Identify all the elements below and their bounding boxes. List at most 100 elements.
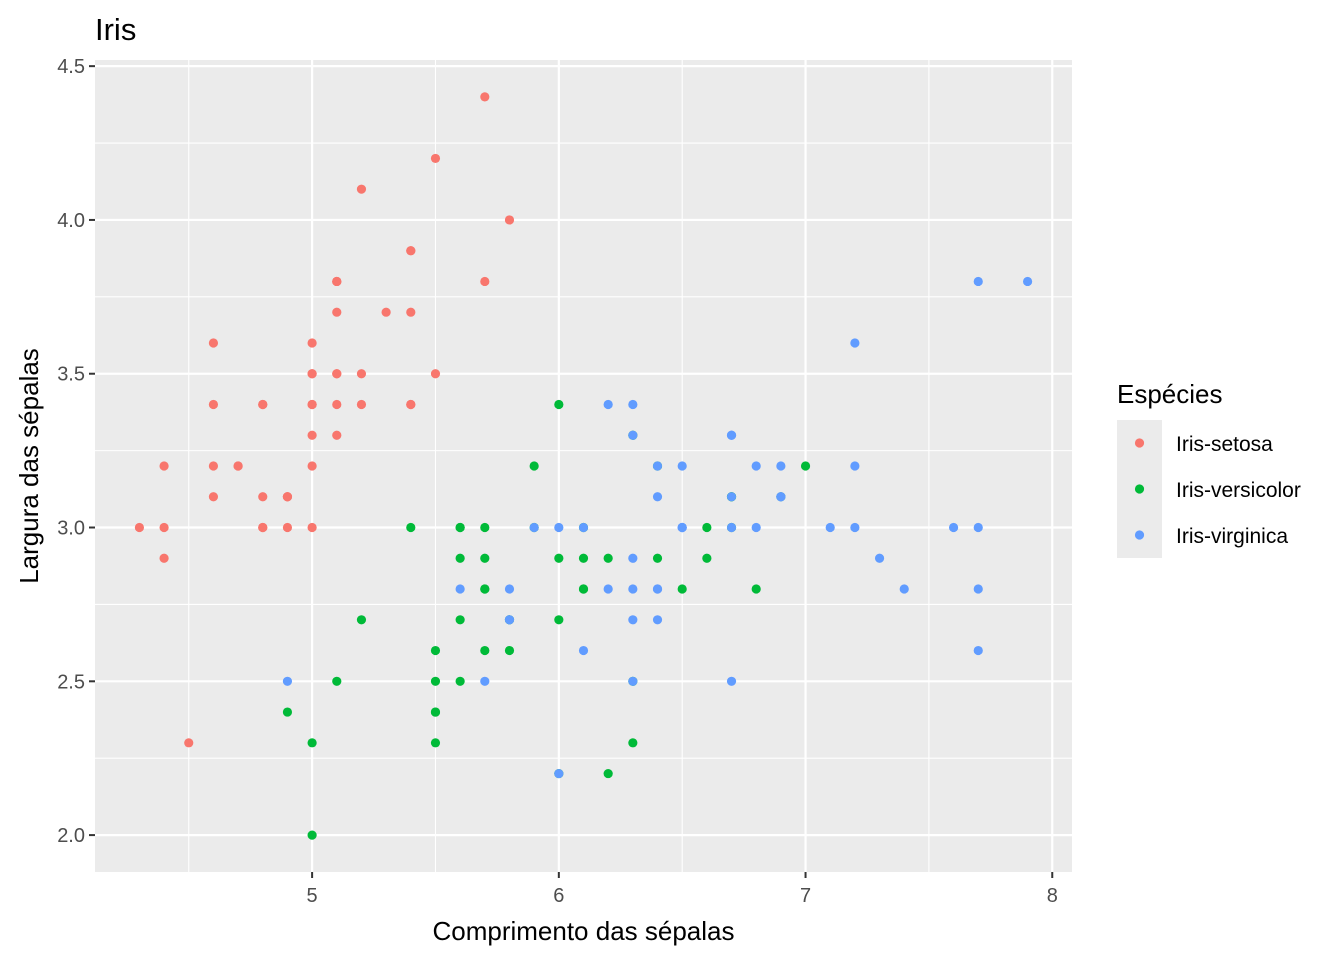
data-point (480, 276, 490, 287)
data-point (307, 830, 317, 840)
legend-key (1134, 484, 1145, 494)
y-axis-title: Largura das sépalas (14, 348, 44, 584)
data-point (332, 430, 342, 440)
data-point (233, 461, 243, 471)
y-tick-label: 4.0 (57, 210, 85, 232)
data-point (258, 492, 268, 502)
data-point (307, 369, 317, 379)
chart-title: Iris (95, 12, 136, 47)
x-tick-label: 7 (800, 885, 811, 907)
data-point (554, 768, 564, 779)
data-point (948, 522, 959, 533)
data-point (628, 738, 638, 748)
data-point (726, 676, 737, 686)
data-point (578, 522, 589, 533)
data-point (184, 738, 194, 748)
data-point (282, 492, 293, 502)
data-point (307, 430, 317, 440)
data-point (652, 615, 663, 625)
legend-key (1134, 438, 1145, 448)
data-point (529, 461, 539, 471)
data-point (406, 522, 416, 533)
data-point (800, 461, 811, 471)
legend-title: Espécies (1117, 379, 1223, 409)
data-point (899, 584, 909, 594)
data-point (504, 615, 515, 625)
y-tick-label: 3.5 (57, 364, 85, 386)
data-point (973, 276, 983, 287)
data-point (850, 461, 860, 471)
y-tick-label: 2.0 (57, 825, 85, 847)
data-point (159, 522, 169, 533)
data-point (702, 522, 712, 533)
data-point (480, 645, 490, 656)
data-point (307, 522, 317, 533)
data-point (307, 461, 317, 471)
data-point (874, 553, 885, 563)
data-point (628, 399, 638, 410)
data-point (628, 615, 638, 625)
data-points (134, 92, 1033, 840)
data-point (677, 584, 687, 594)
data-point (850, 338, 860, 348)
data-point (282, 707, 293, 717)
data-point (554, 553, 564, 563)
data-point (406, 246, 416, 256)
data-point (652, 553, 663, 563)
data-point (480, 676, 490, 686)
data-point (332, 369, 342, 379)
data-point (430, 676, 441, 686)
legend-label: Iris-virginica (1176, 525, 1288, 548)
data-point (702, 553, 712, 563)
x-tick-label: 5 (307, 885, 318, 907)
data-point (406, 399, 416, 410)
data-point (603, 768, 613, 779)
data-point (455, 522, 465, 533)
data-point (973, 645, 983, 656)
data-point (554, 399, 564, 410)
x-axis: 5 6 7 8 (307, 872, 1058, 907)
data-point (430, 707, 441, 717)
data-point (554, 522, 564, 533)
data-point (480, 522, 490, 533)
data-point (751, 522, 761, 533)
data-point (480, 92, 490, 102)
data-point (652, 492, 663, 502)
data-point (332, 276, 342, 287)
data-point (850, 522, 860, 533)
data-point (652, 461, 663, 471)
data-point (455, 553, 465, 563)
legend-key (1134, 530, 1145, 540)
data-point (726, 492, 737, 502)
data-point (973, 584, 983, 594)
data-point (1022, 276, 1033, 287)
data-point (652, 584, 663, 594)
data-point (282, 522, 293, 533)
data-point (677, 522, 687, 533)
x-tick-label: 6 (553, 885, 564, 907)
y-axis: 2.0 2.5 3.0 3.5 4.0 4.5 (57, 56, 95, 847)
data-point (825, 522, 835, 533)
data-point (430, 369, 441, 379)
data-point (628, 553, 638, 563)
data-point (603, 399, 613, 410)
data-point (430, 645, 441, 656)
data-point (356, 615, 367, 625)
y-tick-label: 2.5 (57, 671, 85, 693)
data-point (480, 553, 490, 563)
data-point (332, 676, 342, 686)
data-point (332, 307, 342, 317)
data-point (578, 553, 589, 563)
data-point (430, 738, 441, 748)
data-point (208, 492, 219, 502)
data-point (529, 522, 539, 533)
data-point (307, 399, 317, 410)
legend-label: Iris-versicolor (1176, 479, 1301, 502)
data-point (381, 307, 391, 317)
data-point (307, 338, 317, 348)
data-point (554, 615, 564, 625)
data-point (159, 553, 169, 563)
data-point (973, 522, 983, 533)
y-tick-label: 3.0 (57, 518, 85, 540)
